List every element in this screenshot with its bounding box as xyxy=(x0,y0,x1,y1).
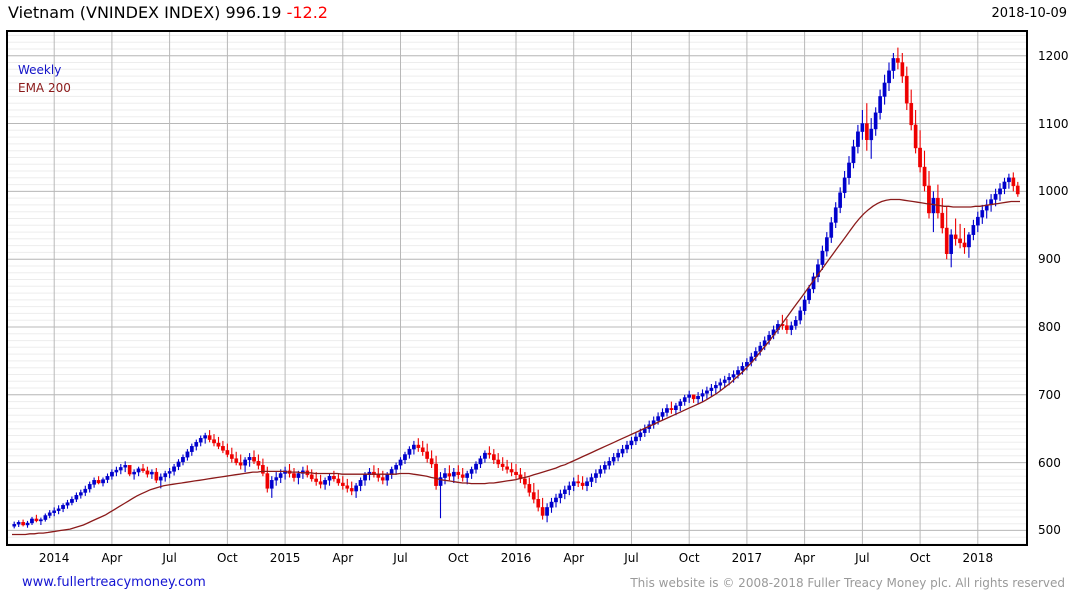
chart-title: Vietnam (VNINDEX INDEX) 996.19 -12.2 xyxy=(8,3,328,22)
x-axis-tick-label: 2015 xyxy=(269,551,301,565)
y-axis-tick-label: 700 xyxy=(1038,387,1061,402)
price-chart-svg xyxy=(8,32,1026,544)
y-axis-tick-label: 800 xyxy=(1038,319,1061,334)
legend-ema: EMA 200 xyxy=(18,81,71,95)
x-axis-tick-label: Oct xyxy=(216,551,238,565)
y-axis-tick-label: 500 xyxy=(1038,523,1061,538)
x-axis-tick-label: Jul xyxy=(393,551,408,565)
legend-interval: Weekly xyxy=(18,63,62,77)
chart-title-change: -12.2 xyxy=(286,3,328,22)
y-axis-labels: 500 600 700 800 900 1000 1100 1200 xyxy=(1030,30,1075,550)
chart-date: 2018-10-09 xyxy=(991,6,1067,21)
x-axis-tick-label: Oct xyxy=(447,551,469,565)
x-axis-tick-label: Apr xyxy=(101,551,123,565)
plot-frame xyxy=(6,30,1028,546)
x-axis-tick-label: Jul xyxy=(624,551,639,565)
x-axis-tick-label: 2018 xyxy=(962,551,994,565)
site-url[interactable]: www.fullertreacymoney.com xyxy=(22,575,206,590)
y-axis-tick-label: 900 xyxy=(1038,252,1061,267)
chart-title-main: Vietnam (VNINDEX INDEX) 996.19 xyxy=(8,3,287,22)
minor-gridlines xyxy=(8,34,1026,544)
ema-200-line xyxy=(12,198,1020,536)
x-axis-tick-label: 2017 xyxy=(731,551,763,565)
copyright-notice: This website is © 2008-2018 Fuller Treac… xyxy=(630,576,1065,590)
x-axis-tick-label: Jul xyxy=(855,551,870,565)
y-axis-tick-label: 1100 xyxy=(1038,116,1069,131)
y-axis-tick-label: 1000 xyxy=(1038,184,1069,199)
x-axis-labels: 2014 Apr Jul Oct 2015 Apr Jul Oct 2016 Apr Jul Oct 2… xyxy=(0,551,1075,571)
y-axis-tick-label: 600 xyxy=(1038,455,1061,470)
x-axis-tick-label: Jul xyxy=(162,551,177,565)
x-axis-tick-label: Apr xyxy=(332,551,354,565)
x-axis-tick-label: Apr xyxy=(794,551,816,565)
x-axis-tick-label: Apr xyxy=(563,551,585,565)
major-gridlines xyxy=(8,55,1026,531)
x-axis-tick-label: Oct xyxy=(678,551,700,565)
vertical-gridlines xyxy=(53,32,979,544)
x-axis-tick-label: Oct xyxy=(909,551,931,565)
x-axis-tick-label: 2016 xyxy=(500,551,532,565)
y-axis-tick-label: 1200 xyxy=(1038,48,1069,63)
plot-area[interactable]: Weekly EMA 200 xyxy=(6,30,1028,546)
x-axis-tick-label: 2014 xyxy=(38,551,70,565)
